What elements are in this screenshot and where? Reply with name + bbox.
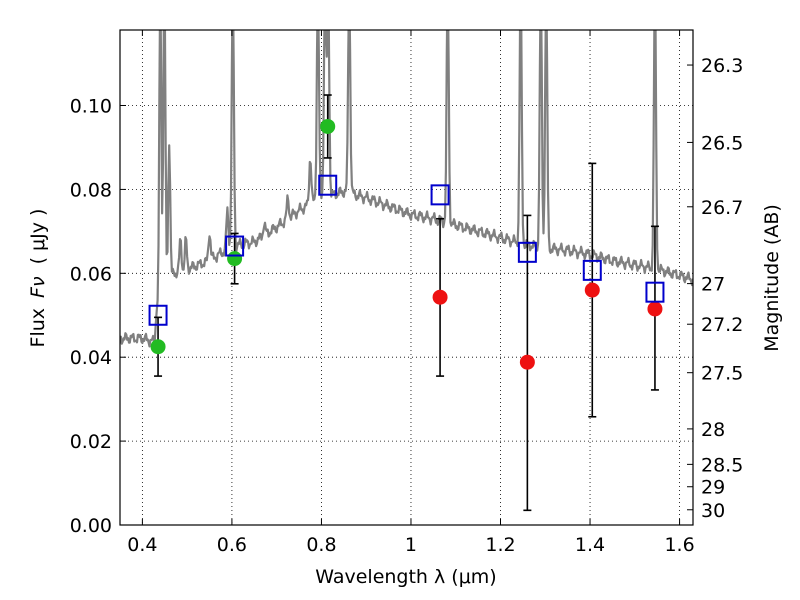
x-tick-label: 1.6: [664, 534, 694, 556]
magnitude-tick-label: 27: [701, 274, 725, 296]
model-photometry-point: [582, 259, 602, 281]
spectrum-line: [120, 30, 693, 348]
y-tick-label: 0.04: [70, 347, 112, 369]
detections-point: [320, 118, 336, 134]
model-photometry-point: [645, 281, 665, 303]
magnitude-tick-label: 29: [701, 477, 725, 499]
low-significance-point: [519, 354, 535, 370]
magnitude-tick-label: 27.2: [701, 314, 743, 336]
magnitude-tick-label: 26.7: [701, 197, 743, 219]
error-bars: [154, 94, 659, 512]
x-tick-label: 1.2: [485, 534, 515, 556]
detections-point: [150, 339, 166, 355]
model-spectrum: [120, 30, 693, 348]
y-axis-title-symbol: Fν: [27, 276, 49, 298]
low-significance-point: [647, 301, 663, 317]
magnitude-tick-label: 28: [701, 419, 725, 441]
model-photometry-point: [148, 304, 168, 326]
detections-point: [227, 251, 243, 267]
y-tick-label: 0.02: [70, 431, 112, 453]
y-axis-title-prefix: Flux: [27, 308, 49, 348]
model-photometry-point: [225, 235, 245, 257]
x-tick-label: 0.6: [217, 534, 247, 556]
x-tick-label: 1: [405, 534, 417, 556]
y-axis-title: Flux Fν ( μJy ): [27, 209, 49, 348]
plot-frame: [119, 29, 694, 526]
x-tick-label: 0.8: [306, 534, 336, 556]
magnitude-tick-label: 26.5: [701, 132, 743, 154]
model-photometry-point: [430, 184, 450, 206]
magnitude-tick-label: 27.5: [701, 363, 743, 385]
y-tick-label: 0.10: [70, 96, 112, 118]
model-photometry-point: [517, 241, 537, 263]
model-photometry-point: [318, 174, 338, 196]
magnitude-axis-title: Magnitude (AB): [761, 204, 783, 352]
magnitude-tick-label: 28.5: [701, 454, 743, 476]
x-axis: 0.4 0.6 0.8 1 1.2 1.4 1.6: [127, 30, 695, 556]
y-axis-title-suffix: ( μJy ): [27, 209, 49, 265]
grid: [120, 30, 693, 525]
y-tick-label: 0.00: [70, 515, 112, 537]
y-tick-label: 0.06: [70, 263, 112, 285]
x-tick-label: 0.4: [127, 534, 157, 556]
magnitude-tick-label: 26.3: [701, 55, 743, 77]
y-axis: 0.00 0.02 0.04 0.06 0.08 0.10: [70, 96, 126, 537]
low-significance-point: [584, 282, 600, 298]
markers: [148, 118, 665, 370]
magnitude-tick-label: 30: [701, 500, 725, 522]
y-tick-label: 0.08: [70, 179, 112, 201]
x-tick-label: 1.4: [575, 534, 605, 556]
x-axis-title: Wavelength λ (μm): [315, 566, 496, 588]
low-significance-point: [432, 289, 448, 305]
